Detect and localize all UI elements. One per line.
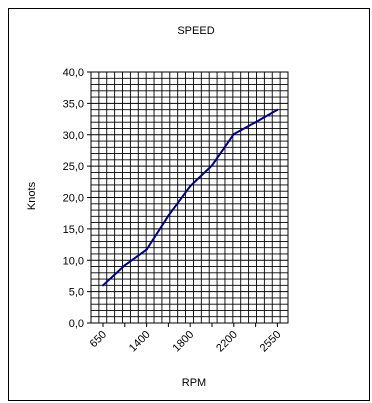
- x-tick-label: 2550: [258, 329, 284, 355]
- y-tick-label: 40,0: [63, 67, 84, 79]
- y-tick-label: 0,0: [69, 318, 84, 330]
- y-tick-label: 5,0: [69, 287, 84, 299]
- y-tick-label: 15,0: [63, 224, 84, 236]
- x-axis-label: RPM: [182, 377, 206, 389]
- x-tick-label: 1800: [171, 329, 197, 355]
- y-axis-label: Knots: [26, 181, 38, 210]
- data-point: [276, 108, 279, 111]
- data-point: [123, 264, 126, 267]
- chart-area: [8, 8, 370, 401]
- y-tick-label: 30,0: [63, 130, 84, 142]
- series-lines: [102, 108, 279, 287]
- y-tick-label: 25,0: [63, 161, 84, 173]
- data-point: [145, 248, 148, 251]
- data-point: [232, 133, 235, 136]
- data-point: [189, 185, 192, 188]
- y-axis-ticks: 0,0 5,0 10,0 15,0 20,0 25,0 30,0 35,0 40,0: [63, 67, 91, 330]
- x-tick-label: 1400: [127, 329, 153, 355]
- x-tick-label: 2200: [214, 329, 240, 355]
- chart-title: SPEED: [177, 25, 214, 37]
- data-point: [211, 164, 213, 167]
- data-point: [102, 284, 104, 287]
- data-point: [254, 121, 257, 124]
- data-point: [167, 214, 170, 217]
- x-axis-ticks: 650 1400 1800 2200 2550: [88, 323, 284, 354]
- x-tick-label: 650: [88, 329, 109, 350]
- y-tick-label: 20,0: [63, 193, 84, 205]
- y-tick-label: 10,0: [63, 255, 84, 267]
- y-tick-label: 35,0: [63, 98, 84, 110]
- gridlines: [90, 71, 289, 324]
